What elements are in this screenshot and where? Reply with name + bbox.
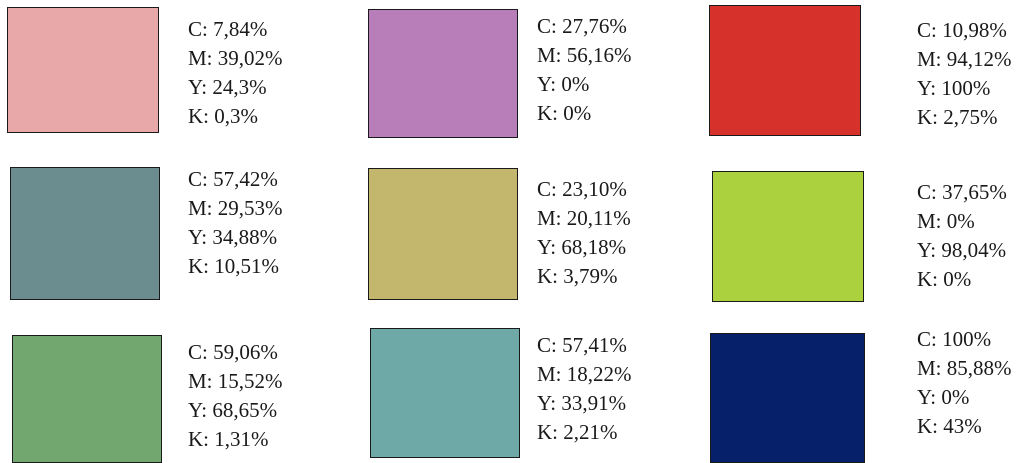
black-value: K: 0% bbox=[537, 101, 592, 125]
color-swatch-8 bbox=[370, 328, 520, 458]
cmyk-values-7: C: 59,06% M: 15,52% Y: 68,65% K: 1,31% bbox=[188, 338, 283, 454]
black-value: K: 2,21% bbox=[537, 420, 618, 444]
cmyk-values-5: C: 23,10% M: 20,11% Y: 68,18% K: 3,79% bbox=[537, 175, 631, 291]
cyan-value: C: 59,06% bbox=[188, 340, 278, 364]
magenta-value: M: 56,16% bbox=[537, 43, 632, 67]
color-swatch-9 bbox=[710, 333, 865, 463]
magenta-value: M: 20,11% bbox=[537, 206, 631, 230]
yellow-value: Y: 34,88% bbox=[188, 225, 278, 249]
magenta-value: M: 39,02% bbox=[188, 46, 283, 70]
cmyk-values-3: C: 10,98% M: 94,12% Y: 100% K: 2,75% bbox=[917, 16, 1012, 132]
yellow-value: Y: 0% bbox=[917, 385, 970, 409]
yellow-value: Y: 100% bbox=[917, 76, 991, 100]
cmyk-values-1: C: 7,84% M: 39,02% Y: 24,3% K: 0,3% bbox=[188, 15, 283, 131]
color-swatch-7 bbox=[12, 335, 162, 463]
cyan-value: C: 10,98% bbox=[917, 18, 1007, 42]
black-value: K: 10,51% bbox=[188, 254, 279, 278]
color-swatch-4 bbox=[10, 167, 160, 300]
black-value: K: 43% bbox=[917, 414, 982, 438]
magenta-value: M: 0% bbox=[917, 209, 975, 233]
cyan-value: C: 27,76% bbox=[537, 14, 627, 38]
black-value: K: 2,75% bbox=[917, 105, 998, 129]
cyan-value: C: 57,41% bbox=[537, 333, 627, 357]
magenta-value: M: 18,22% bbox=[537, 362, 632, 386]
cmyk-values-2: C: 27,76% M: 56,16% Y: 0% K: 0% bbox=[537, 12, 632, 128]
cmyk-values-6: C: 37,65% M: 0% Y: 98,04% K: 0% bbox=[917, 178, 1007, 294]
cmyk-values-8: C: 57,41% M: 18,22% Y: 33,91% K: 2,21% bbox=[537, 331, 632, 447]
cyan-value: C: 37,65% bbox=[917, 180, 1007, 204]
color-swatch-1 bbox=[7, 7, 159, 133]
cyan-value: C: 23,10% bbox=[537, 177, 627, 201]
yellow-value: Y: 98,04% bbox=[917, 238, 1007, 262]
black-value: K: 3,79% bbox=[537, 264, 618, 288]
magenta-value: M: 29,53% bbox=[188, 196, 283, 220]
cyan-value: C: 57,42% bbox=[188, 167, 278, 191]
magenta-value: M: 94,12% bbox=[917, 47, 1012, 71]
black-value: K: 1,31% bbox=[188, 427, 269, 451]
magenta-value: M: 85,88% bbox=[917, 356, 1012, 380]
cyan-value: C: 7,84% bbox=[188, 17, 268, 41]
yellow-value: Y: 33,91% bbox=[537, 391, 627, 415]
color-swatch-6 bbox=[712, 171, 864, 302]
yellow-value: Y: 0% bbox=[537, 72, 590, 96]
black-value: K: 0,3% bbox=[188, 104, 258, 128]
yellow-value: Y: 68,65% bbox=[188, 398, 278, 422]
black-value: K: 0% bbox=[917, 267, 972, 291]
yellow-value: Y: 24,3% bbox=[188, 75, 267, 99]
cyan-value: C: 100% bbox=[917, 327, 992, 351]
color-swatch-2 bbox=[368, 9, 518, 138]
color-swatch-5 bbox=[368, 168, 518, 300]
yellow-value: Y: 68,18% bbox=[537, 235, 627, 259]
cmyk-values-4: C: 57,42% M: 29,53% Y: 34,88% K: 10,51% bbox=[188, 165, 283, 281]
magenta-value: M: 15,52% bbox=[188, 369, 283, 393]
cmyk-values-9: C: 100% M: 85,88% Y: 0% K: 43% bbox=[917, 325, 1012, 441]
color-swatch-3 bbox=[709, 5, 861, 136]
